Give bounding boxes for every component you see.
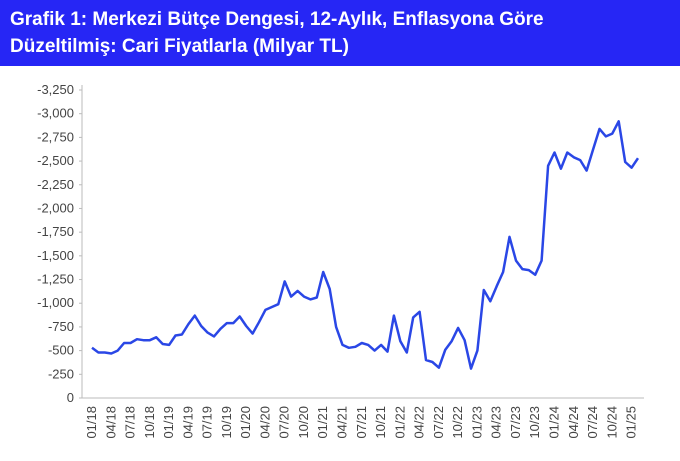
x-tick-label: 01/21 <box>315 406 330 439</box>
x-tick-label: 10/22 <box>450 406 465 439</box>
x-tick-label: 01/22 <box>392 406 407 439</box>
y-tick-label: -3,000 <box>37 106 74 121</box>
data-line <box>91 120 640 370</box>
x-tick-label: 04/24 <box>566 406 581 439</box>
chart-title: Düzeltilmiş: Cari Fiyatlarla (Milyar TL) <box>10 36 349 57</box>
x-tick-label: 10/23 <box>527 406 542 439</box>
x-tick-label: 07/19 <box>200 406 215 439</box>
y-tick-label: -1,500 <box>37 248 74 263</box>
x-tick-label: 01/18 <box>84 406 99 439</box>
x-tick-label: 10/19 <box>219 406 234 439</box>
x-tick-label: 01/25 <box>624 406 639 439</box>
x-tick-label: 07/22 <box>431 406 446 439</box>
x-tick-label: 01/20 <box>238 406 253 439</box>
x-tick-label: 04/22 <box>412 406 427 439</box>
x-tick-label: 07/21 <box>354 406 369 439</box>
y-tick-label: -3,250 <box>37 82 74 97</box>
x-tick-label: 07/24 <box>585 406 600 439</box>
chart-title: Grafik 1: Merkezi Bütçe Dengesi, 12-Aylı… <box>10 9 544 30</box>
x-tick-label: 04/21 <box>335 406 350 439</box>
y-tick-label: -2,500 <box>37 153 74 168</box>
x-tick-label: 04/20 <box>257 406 272 439</box>
x-tick-label: 01/23 <box>469 406 484 439</box>
header-bar <box>0 0 680 66</box>
y-tick-label: -750 <box>48 319 74 334</box>
y-tick-label: -2,250 <box>37 177 74 192</box>
y-tick-label: -250 <box>48 366 74 381</box>
x-tick-label: 10/24 <box>604 406 619 439</box>
x-tick-label: 07/20 <box>277 406 292 439</box>
y-tick-label: -1,750 <box>37 224 74 239</box>
y-tick-label: -1,250 <box>37 272 74 287</box>
x-tick-label: 07/23 <box>508 406 523 439</box>
y-tick-label: -500 <box>48 343 74 358</box>
x-tick-label: 10/20 <box>296 406 311 439</box>
y-tick-label: -2,000 <box>37 200 74 215</box>
y-tick-label: -2,750 <box>37 129 74 144</box>
x-tick-label: 01/24 <box>546 406 561 439</box>
x-tick-label: 10/18 <box>142 406 157 439</box>
x-tick-label: 01/19 <box>161 406 176 439</box>
x-tick-label: 04/18 <box>103 406 118 439</box>
y-tick-label: -1,000 <box>37 295 74 310</box>
x-tick-label: 07/18 <box>123 406 138 439</box>
x-tick-label: 04/19 <box>180 406 195 439</box>
x-tick-label: 10/21 <box>373 406 388 439</box>
y-tick-label: 0 <box>67 390 74 405</box>
x-tick-label: 04/23 <box>489 406 504 439</box>
